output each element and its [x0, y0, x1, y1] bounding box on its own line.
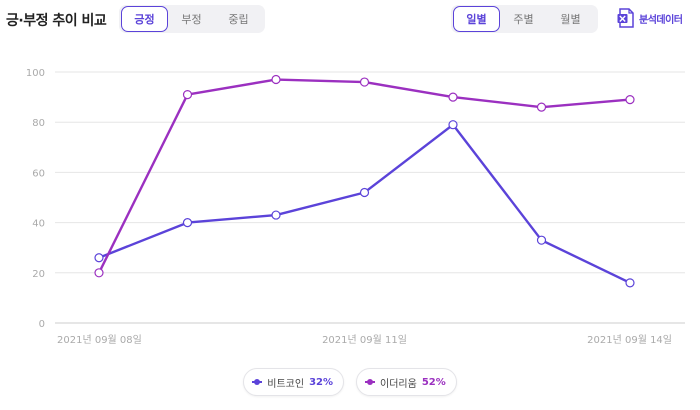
tab-daily[interactable]: 일별 — [453, 6, 500, 32]
y-tick-label: 60 — [32, 168, 45, 179]
x-tick-label: 2021년 09월 11일 — [322, 334, 407, 346]
export-data-label: 분석데이터 — [639, 14, 683, 26]
tab-negative[interactable]: 부정 — [168, 6, 215, 32]
x-tick-label: 2021년 09월 14일 — [587, 334, 672, 346]
y-tick-label: 80 — [32, 118, 45, 129]
data-point[interactable] — [359, 77, 370, 87]
data-point[interactable] — [182, 89, 193, 100]
tab-neutral[interactable]: 중립 — [215, 6, 262, 32]
data-point[interactable] — [536, 102, 547, 112]
page-title: 긍·부정 추이 비교 — [6, 13, 107, 29]
data-point[interactable] — [271, 210, 281, 220]
tab-weekly[interactable]: 주별 — [500, 6, 547, 32]
series-line — [97, 123, 632, 285]
data-point[interactable] — [448, 120, 458, 130]
excel-icon — [617, 8, 635, 28]
y-tick-label: 40 — [32, 219, 45, 230]
tab-monthly[interactable]: 월별 — [547, 6, 594, 32]
x-tick-label: 2021년 09월 08일 — [57, 334, 142, 346]
legend-series-percent: 52% — [421, 376, 446, 388]
data-point[interactable] — [94, 253, 104, 263]
data-point[interactable] — [182, 218, 193, 228]
tab-positive[interactable]: 긍정 — [121, 6, 168, 32]
legend-item-bitcoin[interactable]: 비트코인 32% — [243, 368, 344, 396]
trend-line-chart: 0 20 40 60 80 100 2021년 09월 08일 2021년 09월 11일 20… — [26, 68, 685, 346]
chart-legend: 비트코인 32% 이더리움 52% — [0, 368, 700, 396]
y-tick-label: 0 — [39, 319, 45, 330]
data-point[interactable] — [359, 187, 370, 198]
data-point[interactable] — [94, 268, 104, 278]
period-toggle-group: 일별 주별 월별 — [451, 5, 598, 33]
legend-marker-icon — [365, 377, 375, 387]
legend-series-percent: 32% — [309, 376, 333, 388]
y-tick-label: 100 — [26, 68, 45, 79]
legend-series-name: 비트코인 — [267, 378, 305, 390]
legend-marker-icon — [252, 377, 263, 387]
sentiment-toggle-group: 긍정 부정 중립 — [119, 5, 265, 33]
y-tick-label: 20 — [32, 269, 45, 280]
data-point[interactable] — [625, 95, 635, 105]
data-point[interactable] — [536, 235, 547, 245]
data-point[interactable] — [448, 92, 458, 102]
legend-series-name: 이더리움 — [380, 378, 417, 390]
export-data-button[interactable]: 분석데이터 — [617, 8, 683, 28]
legend-item-ethereum[interactable]: 이더리움 52% — [356, 368, 457, 396]
data-point[interactable] — [625, 278, 635, 288]
data-point[interactable] — [271, 74, 281, 85]
